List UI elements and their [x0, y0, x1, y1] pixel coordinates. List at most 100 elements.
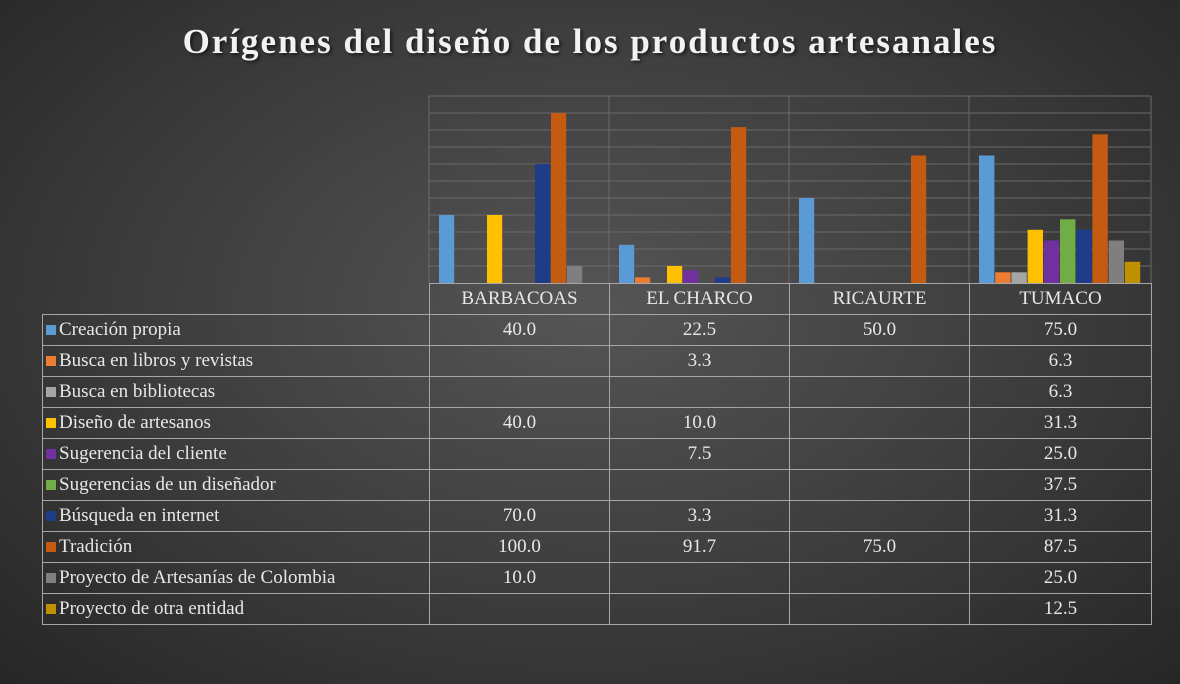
bar — [535, 164, 551, 283]
data-label — [789, 407, 970, 439]
data-label: 3.3 — [609, 345, 790, 377]
data-label: 91.7 — [609, 531, 790, 563]
legend-key-swatch — [46, 542, 56, 552]
bar — [911, 155, 927, 283]
category-header: RICAURTE — [789, 283, 970, 315]
bar — [667, 266, 683, 283]
data-label: 87.5 — [969, 531, 1152, 563]
legend-key-swatch — [46, 418, 56, 428]
series-row: Tradición 100.0 91.7 75.0 87.5 — [42, 531, 1152, 563]
bar — [1076, 229, 1092, 283]
legend-key-swatch — [46, 325, 56, 335]
category-header: EL CHARCO — [609, 283, 790, 315]
bar — [1108, 240, 1124, 283]
data-label — [789, 376, 970, 408]
series-row: Creación propia 40.0 22.5 50.0 75.0 — [42, 314, 1152, 346]
data-label — [429, 376, 610, 408]
series-name: Tradición — [59, 536, 133, 557]
series-legend-cell: Creación propia — [42, 314, 430, 346]
series-row: Busca en libros y revistas 3.3 6.3 — [42, 345, 1152, 377]
series-row: Búsqueda en internet 70.0 3.3 31.3 — [42, 500, 1152, 532]
data-label: 10.0 — [609, 407, 790, 439]
bar — [1027, 229, 1043, 283]
data-label: 31.3 — [969, 407, 1152, 439]
data-label — [429, 345, 610, 377]
data-label: 75.0 — [789, 531, 970, 563]
data-label: 25.0 — [969, 438, 1152, 470]
data-label: 10.0 — [429, 562, 610, 594]
data-label: 31.3 — [969, 500, 1152, 532]
series-legend-cell: Busca en bibliotecas — [42, 376, 430, 408]
data-label: 70.0 — [429, 500, 610, 532]
plot-area — [428, 95, 1152, 284]
category-header: TUMACO — [969, 283, 1152, 315]
series-name: Creación propia — [59, 319, 181, 340]
series-name: Diseño de artesanos — [59, 412, 211, 433]
data-label: 7.5 — [609, 438, 790, 470]
data-label — [789, 593, 970, 625]
series-legend-cell: Proyecto de otra entidad — [42, 593, 430, 625]
legend-key-swatch — [46, 511, 56, 521]
data-label — [789, 345, 970, 377]
data-label — [789, 469, 970, 501]
legend-key-swatch — [46, 449, 56, 459]
data-label — [609, 376, 790, 408]
series-name: Proyecto de Artesanías de Colombia — [59, 567, 336, 588]
series-row: Sugerencias de un diseñador 37.5 — [42, 469, 1152, 501]
series-row: Proyecto de otra entidad 12.5 — [42, 593, 1152, 625]
series-legend-cell: Busca en libros y revistas — [42, 345, 430, 377]
series-legend-cell: Sugerencia del cliente — [42, 438, 430, 470]
bar — [1092, 134, 1108, 284]
bar — [1011, 272, 1027, 283]
data-label: 50.0 — [789, 314, 970, 346]
series-name: Proyecto de otra entidad — [59, 598, 245, 619]
data-label: 25.0 — [969, 562, 1152, 594]
bar — [715, 277, 731, 283]
table-corner — [42, 283, 430, 315]
data-label — [429, 469, 610, 501]
bar — [551, 113, 567, 283]
data-label: 100.0 — [429, 531, 610, 563]
bar — [1043, 240, 1060, 283]
legend-key-swatch — [46, 387, 56, 397]
bar — [1060, 219, 1076, 284]
series-row: Sugerencia del cliente 7.5 25.0 — [42, 438, 1152, 470]
data-label: 40.0 — [429, 314, 610, 346]
series-row: Busca en bibliotecas 6.3 — [42, 376, 1152, 408]
bar — [799, 198, 815, 283]
series-legend-cell: Sugerencias de un diseñador — [42, 469, 430, 501]
series-legend-cell: Búsqueda en internet — [42, 500, 430, 532]
series-name: Busca en libros y revistas — [59, 350, 254, 371]
legend-key-swatch — [46, 480, 56, 490]
data-label — [429, 438, 610, 470]
data-label — [609, 593, 790, 625]
series-row: Proyecto de Artesanías de Colombia 10.0 25… — [42, 562, 1152, 594]
legend-key-swatch — [46, 604, 56, 614]
data-label — [609, 469, 790, 501]
data-label: 12.5 — [969, 593, 1152, 625]
data-table: BARBACOAS EL CHARCO RICAURTE TUMACO Crea… — [42, 283, 1152, 625]
bar — [979, 155, 995, 283]
bar — [731, 127, 747, 283]
category-header-row: BARBACOAS EL CHARCO RICAURTE TUMACO — [42, 283, 1152, 315]
data-label — [429, 593, 610, 625]
data-label: 37.5 — [969, 469, 1152, 501]
data-label — [789, 438, 970, 470]
series-legend-cell: Proyecto de Artesanías de Colombia — [42, 562, 430, 594]
bar — [567, 266, 583, 283]
data-label — [609, 562, 790, 594]
data-label — [789, 562, 970, 594]
data-label: 3.3 — [609, 500, 790, 532]
series-row: Diseño de artesanos 40.0 10.0 31.3 — [42, 407, 1152, 439]
series-legend-cell: Diseño de artesanos — [42, 407, 430, 439]
data-label — [789, 500, 970, 532]
data-label: 75.0 — [969, 314, 1152, 346]
chart-title: Orígenes del diseño de los productos art… — [182, 22, 998, 61]
category-header: BARBACOAS — [429, 283, 610, 315]
bar — [487, 215, 503, 283]
series-name: Sugerencias de un diseñador — [59, 474, 276, 495]
data-label: 6.3 — [969, 345, 1152, 377]
bars — [439, 113, 1141, 284]
data-label: 6.3 — [969, 376, 1152, 408]
series-name: Sugerencia del cliente — [59, 443, 227, 464]
